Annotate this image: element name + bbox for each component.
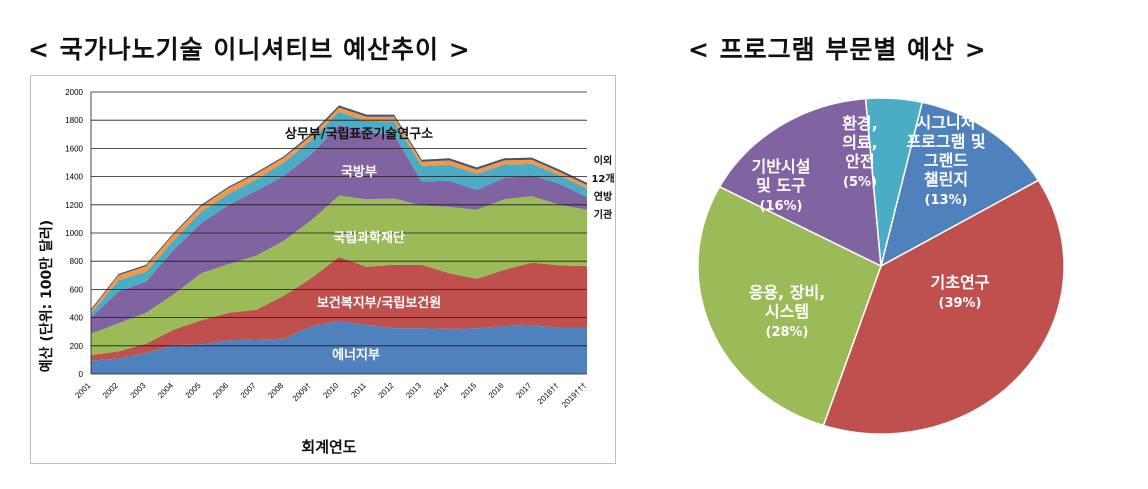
- area-series-nsf: [91, 195, 587, 355]
- x-tick-label: 2017: [514, 381, 533, 400]
- y-tick-label: 1800: [65, 116, 83, 125]
- pie-percent-label: (13%): [925, 193, 968, 208]
- pie-slice-signature: [879, 101, 1040, 268]
- pie-chart-title: < 프로그램 부문별 예산 >: [688, 35, 987, 64]
- label-others-line: 기관: [594, 208, 613, 221]
- x-tick-label: 2016: [487, 381, 506, 400]
- y-tick-label: 1000: [65, 229, 83, 238]
- x-tick-label: 2009†: [291, 381, 313, 403]
- x-tick-label: 2013: [404, 381, 423, 400]
- x-tick-label: 2019†††: [560, 381, 588, 409]
- pie-percent-label: (39%): [939, 296, 982, 311]
- area-series-energy: [91, 321, 587, 374]
- area-chart-panel: 0 200 400 600 800 1000 1200 1400 1600 1800 2000 200…: [30, 75, 616, 464]
- pie-label-applications: 응용, 장비,시스템 (28%): [749, 283, 826, 340]
- pie-percent-label: (28%): [766, 325, 809, 340]
- y-tick-label: 1200: [65, 201, 83, 210]
- pie-label-line: 응용, 장비,: [749, 283, 826, 302]
- plot-area: [91, 105, 587, 374]
- x-tick-label: 2012: [377, 381, 396, 400]
- x-tick-label: 2007: [239, 381, 258, 400]
- y-tick-label: 0: [79, 370, 84, 379]
- pie-label-line: 및 도구: [756, 176, 806, 195]
- pie-slice-infrastructure: [718, 97, 882, 268]
- pie-label-research: 기초연구 (39%): [931, 273, 990, 311]
- x-tick-label: 2014: [432, 381, 451, 400]
- pie-label-line: 기초연구: [931, 273, 990, 292]
- x-tick-label: 2015: [459, 381, 478, 400]
- pie-label-line: 그랜드: [924, 151, 968, 170]
- x-tick-label: 2018††: [536, 381, 561, 406]
- x-tick-label: 2003: [129, 381, 148, 400]
- x-tick-label: 2006: [211, 381, 230, 400]
- pie-label-line: 의료,: [842, 133, 878, 152]
- pie-percent-label: (16%): [760, 199, 803, 214]
- pie-label-line: 시그니처: [917, 113, 976, 132]
- x-tick-label: 2001: [73, 381, 92, 400]
- pie-chart-panel: 기초연구 (39%) 응용, 장비, 시스템 (28%) 기반시설 및 도구 (16%) 환경,…: [690, 92, 1070, 452]
- label-nsf: 국립과학재단: [333, 230, 405, 246]
- y-tick-label: 600: [70, 285, 84, 294]
- x-tick-label: 2004: [156, 381, 175, 400]
- pie-label-line: 챌린지: [924, 170, 968, 189]
- label-dod: 국방부: [341, 164, 377, 180]
- x-tick-label: 2002: [101, 381, 120, 400]
- pie-label-environment: 환경,의료,안전 (5%): [842, 114, 878, 190]
- y-tick-label: 200: [70, 342, 84, 351]
- area-series-health: [91, 257, 587, 361]
- label-energy: 에너지부: [332, 347, 380, 363]
- y-axis-title: 예산 (단위: 100만 달러): [38, 220, 55, 372]
- y-tick-label: 1400: [65, 173, 83, 182]
- x-axis-title: 회계연도: [301, 438, 356, 456]
- y-tick-label: 1600: [65, 144, 83, 153]
- pie-label-line: 기반시설: [752, 157, 811, 176]
- pie-label-line: 시스템: [765, 302, 809, 321]
- x-tick-label: 2011: [349, 381, 368, 400]
- y-tick-label: 2000: [65, 88, 83, 97]
- label-others-line: 이외: [594, 154, 612, 167]
- y-tick-label: 800: [70, 257, 84, 266]
- area-series-dod: [91, 125, 587, 334]
- pie-label-line: 안전: [845, 152, 874, 171]
- pie-label-line: 프로그램 및: [906, 132, 985, 151]
- pie-label-line: 환경,: [842, 114, 878, 133]
- label-commerce: 상무부/국립표준기술연구소: [285, 127, 433, 142]
- x-tick-label: 2008: [266, 381, 285, 400]
- area-chart-title: < 국가나노기술 이니셔티브 예산추이 >: [28, 35, 471, 64]
- x-tick-label: 2010: [321, 381, 340, 400]
- label-others-line: 12개: [591, 172, 614, 185]
- y-tick-label: 400: [70, 314, 84, 323]
- label-health: 보건복지부/국립보건원: [317, 295, 441, 311]
- label-others-line: 연방: [594, 190, 613, 203]
- stacked-area-chart: 0 200 400 600 800 1000 1200 1400 1600 1800 2000 200…: [38, 88, 615, 456]
- pie-slice-environment: [864, 97, 924, 267]
- pie-percent-label: (5%): [843, 175, 877, 190]
- pie-slice-applications: [697, 185, 882, 427]
- pie-slice-research: [822, 179, 1065, 435]
- x-tick-label: 2005: [184, 381, 203, 400]
